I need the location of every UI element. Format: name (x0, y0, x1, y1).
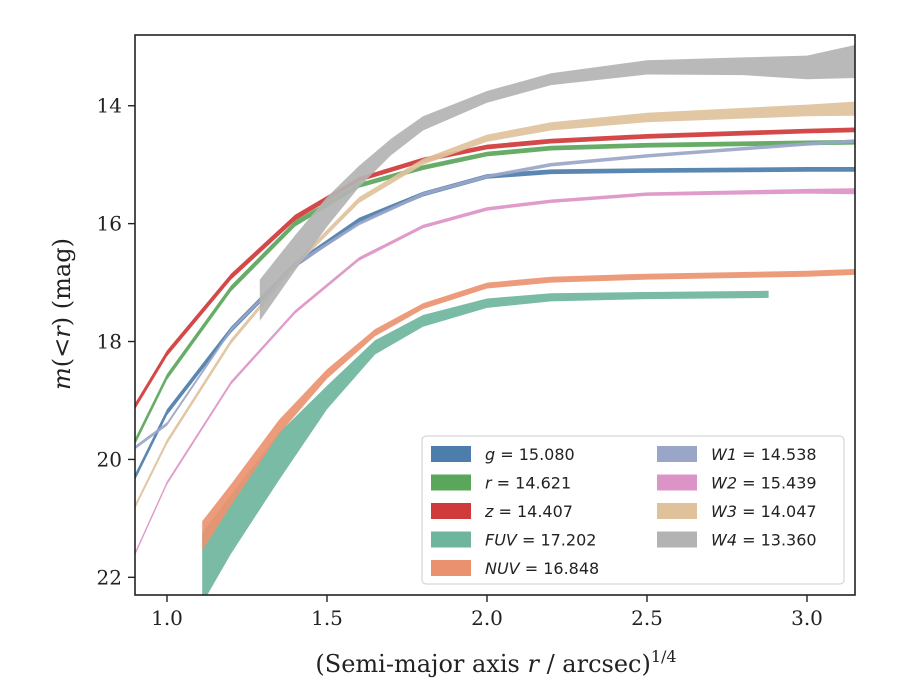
x-axis-ticks: 1.0 1.5 2.0 2.5 3.0 (151, 595, 823, 630)
legend-label-g: g = 15.080 (485, 445, 575, 464)
y-tick-label: 22 (97, 565, 122, 589)
legend-label-w1: W1 = 14.538 (711, 445, 817, 464)
legend-label-w4: W4 = 13.360 (711, 531, 817, 550)
legend-swatch-nuv (431, 560, 471, 576)
legend-label-w2: W2 = 15.439 (711, 474, 817, 493)
legend-box (421, 435, 845, 585)
x-tick-label: 2.5 (631, 606, 663, 630)
y-axis-ticks: 14 16 18 20 22 (97, 94, 135, 589)
plot-frame (134, 34, 856, 596)
legend-label-nuv: NUV = 16.848 (485, 559, 599, 578)
legend-swatch-r (431, 474, 471, 491)
legend-label-z: z = 14.407 (484, 502, 573, 521)
y-tick-label: 16 (97, 212, 122, 236)
legend-swatch-w1 (657, 446, 697, 462)
legend-label-fuv: FUV = 17.202 (485, 531, 596, 550)
series-bands (135, 45, 855, 595)
series-band-g (135, 167, 855, 481)
legend-swatch-fuv (431, 531, 471, 548)
series-band-w4 (259, 45, 855, 321)
legend-swatch-w2 (657, 474, 697, 491)
x-tick-label: 1.0 (151, 606, 183, 630)
legend-swatch-w4 (657, 531, 697, 548)
legend-swatch-g (431, 446, 471, 462)
x-tick-label: 2.0 (471, 606, 503, 630)
x-tick-label: 3.0 (791, 606, 823, 630)
legend-swatch-w3 (657, 503, 697, 519)
y-axis-label: m(<r) (mag) (48, 238, 76, 390)
x-tick-label: 1.5 (311, 606, 343, 630)
legend-label-w3: W3 = 14.047 (711, 502, 817, 521)
series-band-nuv (202, 269, 855, 551)
legend-swatch-z (431, 503, 471, 519)
x-axis-label: (Semi-major axis r / arcsec)1/4 (315, 647, 676, 678)
legend-label-r: r = 14.621 (485, 474, 571, 493)
y-tick-label: 20 (97, 447, 122, 471)
y-tick-label: 18 (97, 330, 122, 354)
legend: g = 15.080 r = 14.621 z = 14.407 FUV = 17.2… (421, 435, 845, 585)
y-tick-label: 14 (97, 94, 122, 118)
